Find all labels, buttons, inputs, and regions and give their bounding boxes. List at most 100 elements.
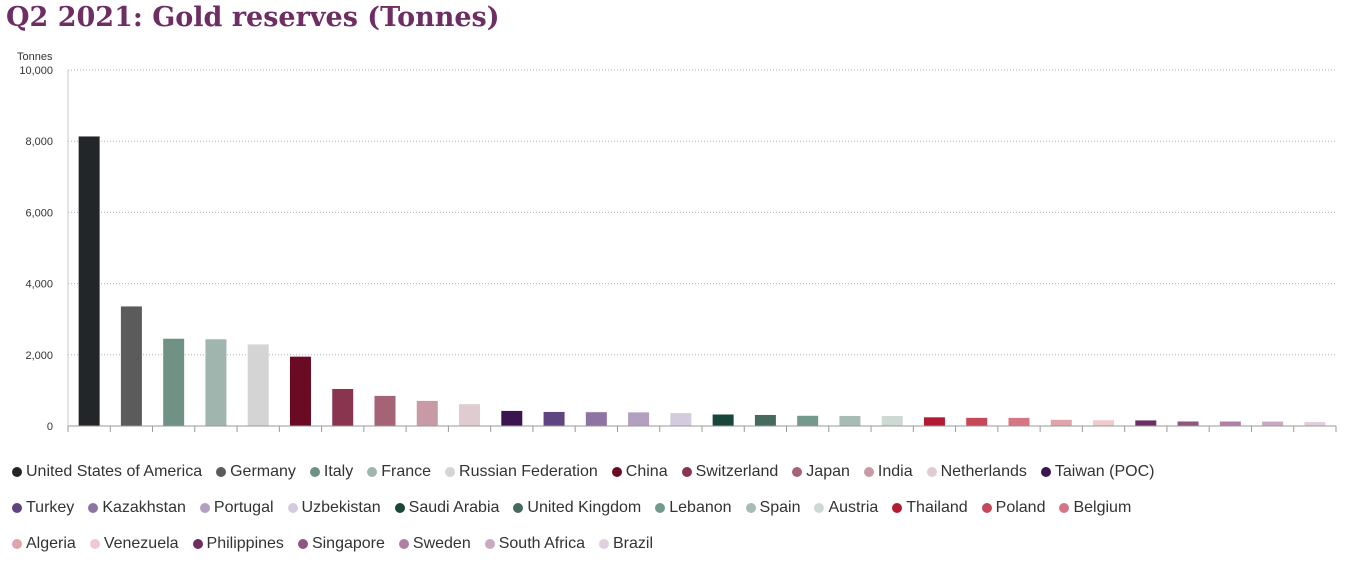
bar[interactable]	[1304, 421, 1326, 426]
legend-item[interactable]: China	[611, 463, 668, 481]
legend-label: Poland	[995, 499, 1046, 516]
legend-item[interactable]: Uzbekistan	[287, 499, 381, 517]
bar[interactable]	[1093, 420, 1115, 426]
legend-marker-icon	[12, 503, 22, 513]
legend-label: Venezuela	[103, 535, 179, 552]
legend-item[interactable]: United States of America	[12, 463, 202, 481]
legend-marker-icon	[199, 503, 210, 513]
y-tick-label: 0	[47, 421, 53, 433]
legend-label: Spain	[759, 499, 801, 516]
bar[interactable]	[628, 412, 650, 426]
bar[interactable]	[839, 415, 861, 426]
bar[interactable]	[501, 410, 523, 426]
legend-item[interactable]: Taiwan (POC)	[1040, 463, 1155, 481]
legend-marker-icon	[297, 539, 308, 549]
legend-label: United States of America	[26, 463, 203, 480]
legend-label: Germany	[230, 463, 296, 480]
legend-item[interactable]: Switzerland	[681, 463, 778, 481]
legend-label: Philippines	[206, 535, 284, 552]
legend-item[interactable]: Japan	[792, 463, 850, 481]
legend-item[interactable]: Philippines	[192, 535, 284, 553]
legend-item[interactable]: Sweden	[398, 535, 471, 553]
legend-item[interactable]: Brazil	[599, 535, 653, 553]
legend-label: Belgium	[1073, 499, 1132, 516]
legend-label: Singapore	[311, 535, 385, 552]
bar[interactable]	[163, 338, 185, 426]
legend-item[interactable]: Austria	[814, 499, 878, 517]
bar[interactable]	[543, 411, 565, 426]
legend-marker-icon	[655, 503, 666, 513]
bar[interactable]	[78, 136, 100, 426]
bar[interactable]	[966, 417, 988, 426]
bar[interactable]	[289, 356, 311, 426]
legend-item[interactable]: Kazakhstan	[88, 499, 186, 517]
legend-marker-icon	[192, 539, 203, 549]
bar[interactable]	[923, 417, 945, 426]
legend-item[interactable]: Belgium	[1059, 499, 1131, 517]
bar[interactable]	[1050, 419, 1072, 426]
legend-label: Taiwan (POC)	[1054, 463, 1155, 480]
bar[interactable]	[120, 306, 142, 426]
legend-item[interactable]: Netherlands	[926, 463, 1027, 481]
legend-item[interactable]: France	[367, 463, 431, 481]
x-axis	[67, 70, 1337, 432]
bar[interactable]	[754, 414, 776, 426]
legend-item[interactable]: India	[863, 463, 913, 481]
legend-item[interactable]: Spain	[745, 499, 801, 517]
bar[interactable]	[1135, 420, 1157, 426]
legend-item[interactable]: Poland	[981, 499, 1046, 517]
bar[interactable]	[670, 413, 692, 426]
legend-marker-icon	[89, 539, 100, 549]
legend-label: Italy	[323, 463, 354, 480]
legend-label: Turkey	[26, 499, 75, 516]
chart-plot-area: Tonnes 10,000 8,000 6,000 4,000 2,000 0	[17, 51, 1337, 433]
gridlines	[68, 69, 1336, 356]
legend-marker-icon	[88, 503, 99, 513]
legend-item[interactable]: Thailand	[892, 499, 968, 517]
legend-marker-icon	[926, 467, 937, 477]
legend-item[interactable]: Portugal	[199, 499, 274, 517]
legend-marker-icon	[367, 467, 378, 477]
legend-label: Brazil	[613, 535, 654, 552]
bar[interactable]	[797, 415, 819, 426]
legend-item[interactable]: Italy	[309, 463, 354, 481]
bar[interactable]	[247, 344, 269, 426]
legend-marker-icon	[216, 467, 227, 477]
bar[interactable]	[585, 412, 607, 426]
bar[interactable]	[712, 414, 734, 426]
legend-marker-icon	[681, 467, 692, 477]
legend-item[interactable]: United Kingdom	[513, 499, 641, 517]
legend-item[interactable]: Turkey	[12, 499, 74, 517]
bar[interactable]	[332, 388, 354, 426]
legend-item[interactable]: Venezuela	[89, 535, 179, 553]
legend-label: Algeria	[26, 535, 76, 552]
bar[interactable]	[416, 400, 438, 426]
legend-label: United Kingdom	[527, 499, 642, 516]
bar[interactable]	[1262, 421, 1284, 426]
y-tick-label: 2,000	[25, 350, 53, 362]
bar[interactable]	[1008, 417, 1030, 426]
legend-marker-icon	[863, 467, 874, 477]
y-tick-label: 6,000	[25, 207, 53, 219]
legend-item[interactable]: Germany	[216, 463, 296, 481]
legend-item[interactable]: South Africa	[484, 535, 585, 553]
legend-item[interactable]: Saudi Arabia	[394, 499, 499, 517]
legend-label: Kazakhstan	[102, 499, 186, 516]
legend-marker-icon	[287, 503, 298, 513]
bar[interactable]	[881, 416, 903, 426]
legend-item[interactable]: Lebanon	[655, 499, 732, 517]
legend-item[interactable]: Algeria	[12, 535, 76, 553]
legend-marker-icon	[981, 503, 992, 513]
bar[interactable]	[1219, 421, 1241, 426]
legend-item[interactable]: Russian Federation	[445, 463, 598, 481]
bar[interactable]	[1177, 421, 1199, 426]
bar[interactable]	[205, 339, 227, 426]
bar[interactable]	[374, 395, 396, 426]
legend-row: United States of America Germany Italy Fran…	[12, 454, 1342, 490]
legend-marker-icon	[445, 467, 456, 477]
legend-marker-icon	[814, 503, 825, 513]
legend-marker-icon	[394, 503, 405, 513]
legend-marker-icon	[1059, 503, 1070, 513]
bar[interactable]	[459, 404, 481, 426]
legend-item[interactable]: Singapore	[297, 535, 385, 553]
